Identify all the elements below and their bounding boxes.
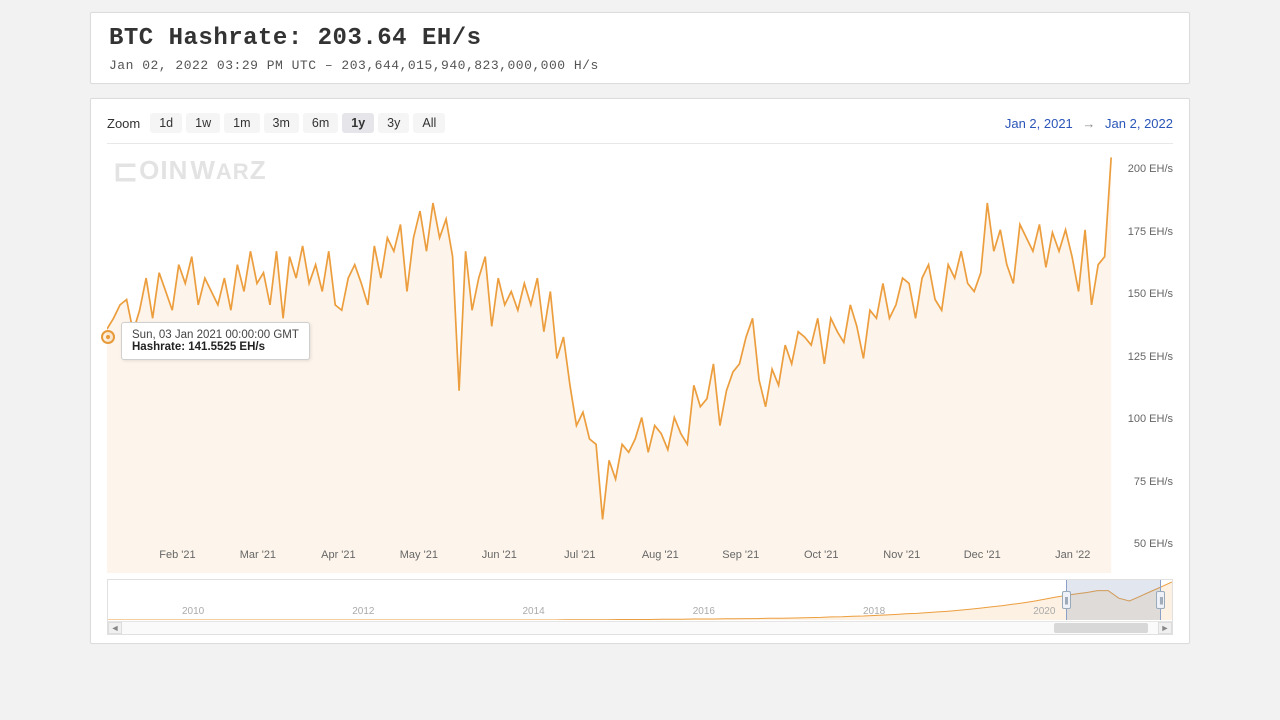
plot-area[interactable]: ⊏OINWARZ Sun, 03 Jan 2021 00:00:00 GMT H…: [107, 143, 1173, 573]
y-tick: 175 EH/s: [1128, 226, 1173, 238]
navigator-labels: 2010 2012 2014 2016 2018 2020: [108, 606, 1172, 620]
arrow-icon: →: [1082, 116, 1095, 131]
x-tick: Aug '21: [642, 549, 679, 561]
zoom-button-1m[interactable]: 1m: [224, 113, 259, 133]
y-tick: 200 EH/s: [1128, 163, 1173, 175]
scrollbar-thumb[interactable]: [1054, 623, 1147, 633]
y-tick: 150 EH/s: [1128, 288, 1173, 300]
zoom-button-All[interactable]: All: [413, 113, 445, 133]
zoom-buttons: Zoom 1d1w1m3m6m1y3yAll: [107, 113, 445, 133]
zoom-button-1y[interactable]: 1y: [342, 113, 374, 133]
date-to[interactable]: Jan 2, 2022: [1105, 116, 1173, 131]
header-panel: BTC Hashrate: 203.64 EH/s Jan 02, 2022 0…: [90, 12, 1190, 84]
navigator[interactable]: ||| ||| 201020122014201620182020 ◄ ►: [107, 579, 1173, 635]
navigator-year: 2020: [1033, 606, 1055, 617]
y-tick: 100 EH/s: [1128, 413, 1173, 425]
zoom-button-3y[interactable]: 3y: [378, 113, 409, 133]
zoom-button-1d[interactable]: 1d: [150, 113, 182, 133]
zoom-button-1w[interactable]: 1w: [186, 113, 220, 133]
navigator-year: 2010: [182, 606, 204, 617]
x-tick: Feb '21: [159, 549, 195, 561]
date-from[interactable]: Jan 2, 2021: [1005, 116, 1073, 131]
x-tick: Nov '21: [883, 549, 920, 561]
x-tick: Jun '21: [482, 549, 517, 561]
x-tick: Mar '21: [240, 549, 276, 561]
navigator-year: 2016: [693, 606, 715, 617]
x-axis-labels: Feb '21 Mar '21 Apr '21 May '21 Jun '21 Jul '…: [107, 549, 1113, 573]
x-tick: Jul '21: [564, 549, 595, 561]
zoom-button-3m[interactable]: 3m: [264, 113, 299, 133]
navigator-year: 2018: [863, 606, 885, 617]
tooltip-value: 141.5525 EH/s: [188, 341, 265, 353]
chart-panel: Zoom 1d1w1m3m6m1y3yAll Jan 2, 2021 → Jan…: [90, 98, 1190, 644]
page-title: BTC Hashrate: 203.64 EH/s: [109, 25, 1171, 52]
scrollbar-right-button[interactable]: ►: [1158, 622, 1172, 634]
x-tick: Jan '22: [1055, 549, 1090, 561]
tooltip: Sun, 03 Jan 2021 00:00:00 GMT Hashrate: …: [121, 322, 310, 360]
y-tick: 75 EH/s: [1134, 476, 1173, 488]
y-axis-labels: 50 EH/s75 EH/s100 EH/s125 EH/s150 EH/s17…: [1113, 144, 1173, 544]
tooltip-label: Hashrate:: [132, 341, 185, 353]
navigator-year: 2014: [522, 606, 544, 617]
hover-marker: [101, 330, 115, 344]
chart-controls: Zoom 1d1w1m3m6m1y3yAll Jan 2, 2021 → Jan…: [107, 113, 1173, 133]
y-tick: 125 EH/s: [1128, 351, 1173, 363]
x-tick: Oct '21: [804, 549, 839, 561]
y-tick: 50 EH/s: [1134, 538, 1173, 550]
date-range[interactable]: Jan 2, 2021 → Jan 2, 2022: [1005, 116, 1173, 131]
x-tick: Apr '21: [321, 549, 356, 561]
scrollbar-track[interactable]: [122, 622, 1158, 634]
navigator-year: 2012: [352, 606, 374, 617]
scrollbar-left-button[interactable]: ◄: [108, 622, 122, 634]
x-tick: Sep '21: [722, 549, 759, 561]
x-tick: Dec '21: [964, 549, 1001, 561]
page-subtitle: Jan 02, 2022 03:29 PM UTC – 203,644,015,…: [109, 58, 1171, 73]
zoom-button-6m[interactable]: 6m: [303, 113, 338, 133]
navigator-scrollbar[interactable]: ◄ ►: [108, 621, 1172, 634]
tooltip-date: Sun, 03 Jan 2021 00:00:00 GMT: [132, 329, 299, 341]
zoom-label: Zoom: [107, 116, 140, 131]
x-tick: May '21: [400, 549, 438, 561]
